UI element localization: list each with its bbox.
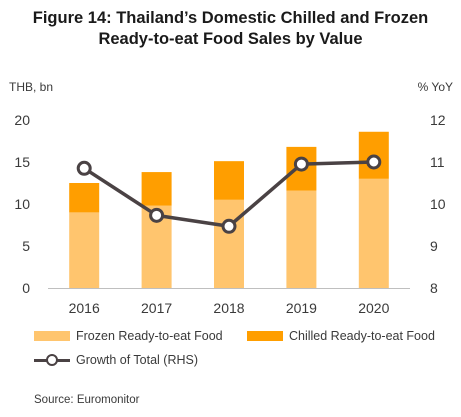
right-axis-unit: % YoY [417,80,453,94]
left-axis-tick-label: 5 [22,238,30,254]
x-axis-tick-label: 2016 [69,300,100,316]
chart-title-line-2: Ready-to-eat Food Sales by Value [98,30,363,48]
legend-label-frozen: Frozen Ready-to-eat Food [76,329,223,343]
right-axis-tick-label: 10 [430,196,446,212]
bar-chilled [141,172,172,206]
x-axis-tick-label: 2017 [141,300,172,316]
x-axis-tick-label: 2018 [213,300,244,316]
growth-point [76,160,92,176]
bar-frozen [286,190,317,288]
growth-point [149,207,165,223]
left-axis-tick-label: 15 [14,154,30,170]
bar-chilled [69,183,100,213]
growth-point [293,156,309,172]
legend-swatch-frozen [34,331,70,341]
left-axis-tick-label: 0 [22,280,30,296]
left-axis-tick-label: 20 [14,112,30,128]
x-axis-tick-label: 2020 [358,300,389,316]
chart-title: Figure 14: Thailand’s Domestic Chilled a… [0,8,461,50]
legend-entry-growth: Growth of Total (RHS) [34,353,198,367]
bar-frozen [214,199,244,288]
legend-swatch-growth [34,354,70,366]
legend-label-chilled: Chilled Ready-to-eat Food [289,329,435,343]
right-axis-tick-label: 8 [430,280,438,296]
left-axis-unit: THB, bn [9,80,54,94]
legend-entry-frozen: Frozen Ready-to-eat Food [34,329,223,343]
right-axis-tick-label: 11 [430,154,445,170]
growth-point [366,154,382,170]
left-axis-tick-label: 10 [14,196,30,212]
legend-entry-chilled: Chilled Ready-to-eat Food [247,329,435,343]
chart-title-line-1: Figure 14: Thailand’s Domestic Chilled a… [32,9,429,27]
legend-label-growth: Growth of Total (RHS) [76,353,199,367]
right-axis-tick-label: 12 [430,112,446,128]
legend-swatch-chilled [247,331,283,341]
bar-frozen [358,178,389,288]
right-axis-tick-label: 9 [430,238,438,254]
chart-source: Source: Euromonitor [34,394,140,406]
x-axis-tick-label: 2019 [286,300,317,316]
growth-point [221,218,237,234]
bar-chilled [214,161,244,200]
bar-frozen [69,212,100,288]
